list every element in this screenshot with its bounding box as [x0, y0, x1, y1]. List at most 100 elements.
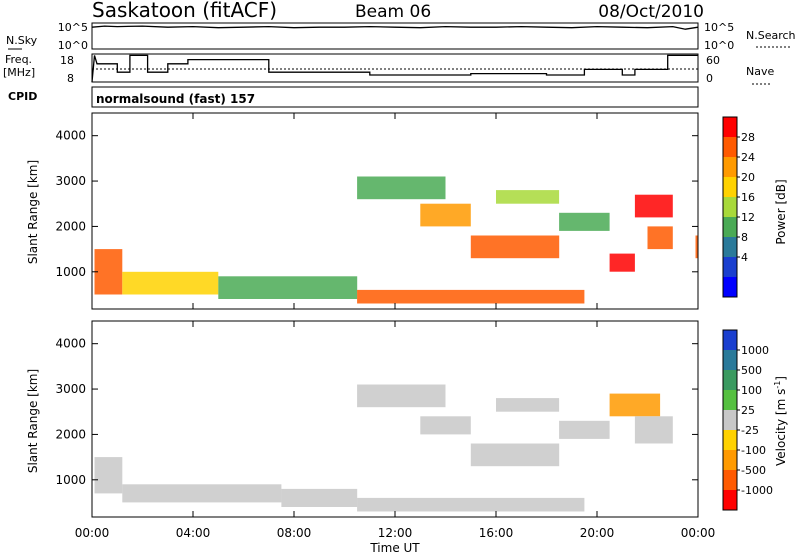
velocity-region-7: [496, 398, 560, 412]
freq-label-1: Freq.: [5, 53, 32, 66]
power-region-6: [470, 235, 560, 259]
velocity-region-2: [281, 488, 358, 507]
velocity-colorbar-seg-6: [723, 450, 737, 471]
velocity-region-4: [357, 384, 446, 408]
power-region-3: [357, 289, 585, 304]
power-region-12: [695, 235, 698, 259]
power-region-4: [357, 176, 446, 200]
velocity-cbar-label-6: -500: [741, 464, 766, 477]
station-title: Saskatoon (fitACF): [92, 0, 277, 22]
velocity-region-5: [420, 416, 471, 435]
power-region-2: [218, 276, 358, 299]
power-cbar-label-3: 16: [741, 191, 755, 204]
velocity-cbar-label-0: 1000: [741, 344, 769, 357]
velocity-region-1: [122, 484, 282, 503]
vel-yticks-label-3: 1000: [55, 473, 86, 487]
nsearch-label: N.Search: [746, 29, 796, 42]
beam-title: Beam 06: [355, 2, 431, 22]
nsky-tick-bottom: 10^0: [58, 39, 88, 52]
power-colorbar-seg-5: [723, 217, 737, 238]
velocity-colorbar-seg-4: [723, 410, 737, 431]
velocity-cbar-label-1: 500: [741, 364, 762, 377]
velocity-cbar-label-2: 100: [741, 384, 762, 397]
velocity-region-8: [559, 420, 610, 439]
velocity-cbar-label-7: -1000: [741, 484, 773, 497]
velocity-title-main: Velocity [m s: [774, 389, 788, 466]
power-colorbar-seg-6: [723, 237, 737, 258]
velocity-cbar-label-5: -100: [741, 444, 766, 457]
power-region-7: [496, 190, 560, 204]
freq-tick-top: 18: [60, 54, 74, 67]
nave-tick-top: 60: [706, 54, 720, 67]
nsearch-tick-top: 10^5: [704, 21, 734, 34]
x-tick-label-0: 00:00: [75, 526, 110, 540]
power-colorbar-seg-0: [723, 117, 737, 138]
power-cbar-label-4: 12: [741, 211, 755, 224]
velocity-ylabel: Slant Range [km]: [26, 369, 40, 473]
velocity-title-end: ]: [774, 376, 788, 381]
x-tick-label-3: 12:00: [378, 526, 413, 540]
power-heatmap: [94, 176, 698, 304]
velocity-heatmap: [94, 384, 673, 512]
power-colorbar-seg-7: [723, 257, 737, 278]
x-tick-label-2: 08:00: [277, 526, 312, 540]
velocity-colorbar-seg-7: [723, 470, 737, 491]
nave-tick-bottom: 0: [706, 72, 713, 85]
velocity-region-10: [634, 416, 673, 444]
velocity-colorbar-title: Velocity [m s-1]: [773, 376, 788, 466]
x-axis-label: Time UT: [369, 541, 420, 554]
velocity-region-3: [357, 497, 585, 512]
power-region-11: [647, 226, 673, 250]
velocity-colorbar-seg-8: [723, 490, 737, 511]
cpid-text: normalsound (fast) 157: [96, 92, 255, 106]
velocity-region-6: [470, 443, 560, 467]
power-colorbar-seg-4: [723, 197, 737, 218]
x-axis: 00:00 04:00 08:00 12:00 16:00 20:00 00:00: [75, 113, 716, 540]
power-colorbar-frame: [722, 116, 738, 298]
nsky-series: [91, 25, 699, 30]
velocity-region-0: [94, 457, 123, 494]
power-ylabel: Slant Range [km]: [26, 160, 40, 264]
power-region-0: [94, 249, 123, 295]
velocity-colorbar-seg-1: [723, 350, 737, 371]
velocity-title-sup: -1: [773, 381, 782, 389]
nave-label: Nave: [746, 65, 774, 78]
power-yticks-label-3: 1000: [55, 265, 86, 279]
power-colorbar: 28 24 20 16 12 8 4: [722, 116, 755, 298]
power-colorbar-seg-1: [723, 137, 737, 158]
power-cbar-label-6: 4: [741, 251, 748, 264]
power-cbar-label-0: 28: [741, 131, 755, 144]
velocity-colorbar-seg-2: [723, 370, 737, 391]
velocity-colorbar-seg-5: [723, 430, 737, 451]
x-tick-label-6: 00:00: [681, 526, 716, 540]
velocity-yticks: 4000 3000 2000 1000: [55, 337, 698, 487]
x-tick-label-1: 04:00: [176, 526, 211, 540]
velocity-colorbar-frame: [722, 329, 738, 511]
power-yticks: 4000 3000 2000 1000: [55, 129, 698, 279]
x-tick-label-4: 16:00: [479, 526, 514, 540]
power-cbar-label-1: 24: [741, 151, 755, 164]
power-region-1: [122, 271, 219, 295]
freq-tick-bottom: 8: [67, 72, 74, 85]
x-tick-label-5: 20:00: [580, 526, 615, 540]
freq-frame: [91, 53, 699, 83]
vel-yticks-label-1: 3000: [55, 382, 86, 396]
velocity-cbar-label-4: -25: [741, 424, 759, 437]
nsearch-tick-bottom: 10^0: [704, 39, 734, 52]
power-yticks-label-1: 3000: [55, 174, 86, 188]
cpid-frame: [91, 86, 699, 108]
power-colorbar-seg-8: [723, 277, 737, 298]
power-yticks-label-0: 4000: [55, 129, 86, 143]
velocity-colorbar: 1000 500 100 25 -25 -100 -500 -1000: [722, 329, 773, 511]
power-cbar-label-2: 20: [741, 171, 755, 184]
power-colorbar-title: Power [dB]: [774, 179, 788, 244]
power-region-5: [420, 203, 471, 227]
velocity-cbar-label-3: 25: [741, 404, 755, 417]
freq-series: [91, 54, 698, 83]
nsky-frame: [91, 22, 699, 50]
power-cbar-label-5: 8: [741, 231, 748, 244]
nsky-label: N.Sky: [6, 34, 38, 47]
power-region-10: [634, 194, 673, 218]
velocity-colorbar-seg-0: [723, 330, 737, 351]
